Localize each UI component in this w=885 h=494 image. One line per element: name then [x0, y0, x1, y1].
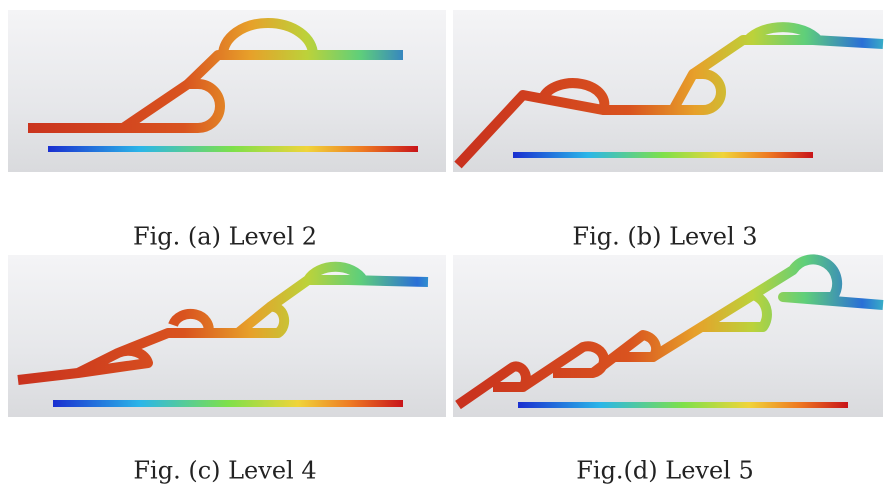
caption: Fig.(d) Level 5 [576, 457, 754, 485]
figure-canvas: Fig. (a) Level 2 Fig. (b) Level 3 Fig. (… [0, 0, 885, 494]
color-bar [48, 146, 418, 152]
caption: Fig. (a) Level 2 [133, 223, 317, 251]
panel-d [453, 255, 883, 417]
caption: Fig. (b) Level 3 [572, 223, 757, 251]
caption: Fig. (c) Level 4 [133, 457, 316, 485]
panel-background [453, 255, 883, 417]
color-bar [518, 402, 848, 408]
panel-c [8, 255, 446, 417]
panel-b [453, 10, 883, 172]
color-bar [53, 400, 403, 407]
panel-a [8, 10, 446, 172]
figure: Fig. (a) Level 2 Fig. (b) Level 3 Fig. (… [0, 0, 885, 494]
color-bar [513, 152, 813, 158]
